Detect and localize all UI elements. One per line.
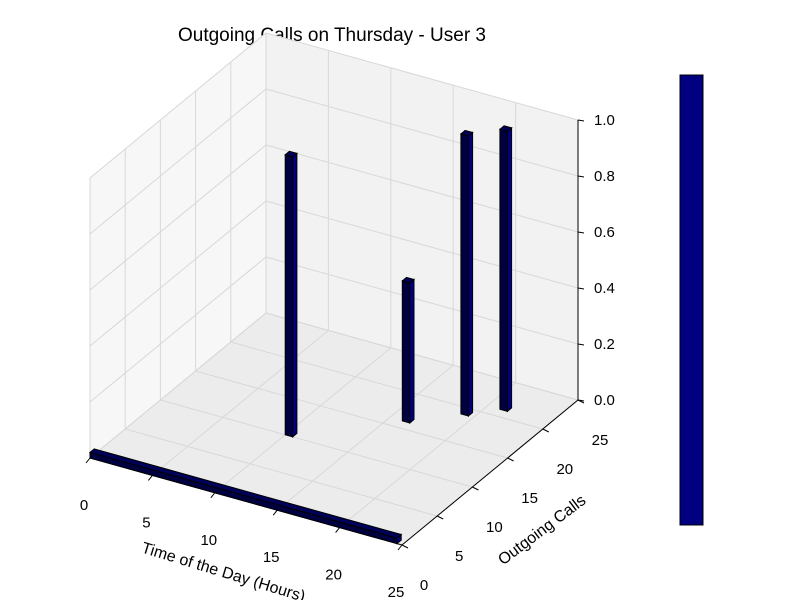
bar-face-front	[284, 154, 294, 438]
z-tick	[577, 399, 585, 402]
x-tick	[210, 492, 216, 499]
gridline-back-z	[265, 312, 579, 401]
gridline-back-z	[265, 200, 579, 289]
bar-face-side	[409, 278, 415, 425]
gridline-left-z	[89, 88, 267, 235]
gridline-back-z	[265, 88, 579, 177]
y-tick-label: 0	[420, 577, 428, 594]
bar-face-side	[506, 126, 513, 413]
y-axis-line	[401, 399, 579, 546]
y-tick	[401, 544, 409, 549]
y-tick	[542, 428, 550, 433]
z-tick	[577, 343, 585, 346]
gridline-floor-y	[160, 399, 473, 488]
x-tick-label: 15	[263, 549, 280, 566]
z-tick-label: 0.6	[594, 224, 615, 241]
x-tick-label: 10	[200, 532, 217, 549]
gridline-back-z	[265, 32, 579, 121]
gridline-floor-x	[214, 347, 392, 494]
z-tick-label: 0.2	[594, 336, 615, 353]
gridline-back-z	[265, 256, 579, 345]
bar-face-front	[401, 280, 411, 424]
x-tick-label: 20	[325, 567, 342, 584]
x-tick-label: 5	[142, 514, 150, 531]
x-tick	[85, 457, 91, 464]
gridline-left-z	[89, 256, 267, 403]
z-tick-label: 1.0	[594, 112, 615, 129]
gridline-left-z	[89, 312, 267, 459]
bar-face-front	[499, 128, 508, 413]
chart-title: Outgoing Calls on Thursday - User 3	[178, 25, 486, 46]
z-tick-label: 0.8	[594, 168, 615, 185]
tick-labels: 0 5 10 15 20 25 0 5 10 15 20 25 0.0 0.2 0.4 0.6 0.8 1.0	[80, 112, 615, 600]
bar	[498, 125, 513, 413]
bars	[88, 125, 513, 545]
gridline-left-z	[89, 200, 267, 347]
bar-face-top	[401, 276, 416, 284]
z-tick	[577, 287, 585, 290]
bar-face-top	[284, 150, 298, 158]
y-tick	[436, 515, 444, 520]
x-tick	[148, 475, 153, 481]
y-tick-label: 25	[592, 432, 609, 449]
y-tick-label: 10	[486, 519, 503, 536]
y-tick	[472, 486, 479, 491]
bar-floor-strip	[88, 448, 403, 545]
gridline-floor-y	[195, 370, 508, 459]
gridline-floor-y	[230, 341, 543, 430]
bar-face-side	[467, 131, 474, 418]
bar-face-top	[459, 129, 474, 137]
y-tick-label: 20	[556, 461, 573, 478]
bar-face-top	[498, 125, 513, 132]
x-axis-label: Time of the Day (Hours)	[139, 540, 307, 600]
bar-face-front	[460, 133, 469, 417]
gridline-floor-x	[276, 364, 454, 511]
bar-face-side	[292, 152, 298, 438]
gridline-left-z	[89, 32, 267, 179]
z-tick	[577, 119, 585, 122]
x-tick	[397, 544, 403, 551]
y-tick-label: 5	[455, 548, 463, 565]
gridline-floor-x	[152, 330, 329, 476]
z-tick-label: 0.0	[594, 392, 615, 409]
bar	[284, 150, 298, 438]
gridline-back-z	[265, 144, 579, 233]
y-axis-label: Outgoing Calls	[495, 492, 589, 569]
x-tick-label: 0	[80, 497, 88, 514]
bar	[401, 276, 416, 425]
y-tick	[507, 457, 514, 462]
x-tick	[272, 509, 278, 516]
bar-face-top	[88, 448, 403, 539]
colorbar	[679, 74, 704, 526]
z-tick	[577, 175, 585, 178]
y-tick-label: 15	[521, 490, 538, 507]
x-tick-label: 25	[388, 584, 405, 600]
gridline-floor-x	[339, 382, 516, 528]
gridline-floor-y	[125, 428, 438, 517]
z-tick	[577, 231, 585, 234]
z-tick-label: 0.4	[594, 280, 615, 297]
gridline-left-z	[89, 144, 267, 291]
x-tick	[335, 527, 340, 533]
bar	[459, 129, 474, 418]
